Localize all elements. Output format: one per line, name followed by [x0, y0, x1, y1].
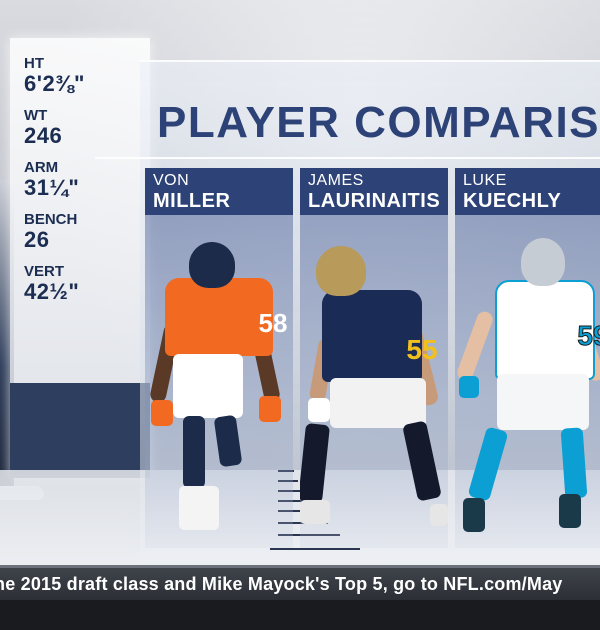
player-helmet	[316, 246, 366, 296]
player-leg	[560, 427, 588, 499]
player-pants	[330, 378, 426, 428]
player-jersey: 58	[165, 278, 287, 356]
player-name-plate: LUKE KUECHLY	[455, 168, 600, 215]
player-column-3: LUKE KUECHLY 59	[455, 168, 600, 548]
stat-panel: HT 6'2⅜" WT 246 ARM 31¼" BENCH 26 VERT 4…	[10, 38, 150, 478]
player-shoe	[300, 500, 330, 524]
player-first-name: VON	[153, 172, 190, 189]
player-shoe	[430, 504, 448, 526]
player-last-name: MILLER	[153, 190, 231, 212]
player-glove	[459, 376, 479, 398]
stat-label: WT	[24, 107, 48, 124]
bottom-bar	[0, 600, 600, 630]
player-pants	[173, 354, 243, 418]
player-helmet	[521, 238, 565, 286]
player-leg	[183, 416, 205, 488]
ticker-divider	[0, 565, 600, 568]
stat-label: VERT	[24, 263, 65, 280]
stat-label: ARM	[24, 159, 59, 176]
broadcast-stage: HT 6'2⅜" WT 246 ARM 31¼" BENCH 26 VERT 4…	[0, 0, 600, 565]
player-jersey: 59	[495, 280, 600, 380]
player-leg	[467, 426, 509, 502]
player-last-name: LAURINAITIS	[308, 190, 441, 212]
field-line	[270, 548, 360, 550]
stat-value: 246	[24, 123, 63, 148]
page-title: PLAYER COMPARIS	[157, 98, 600, 147]
player-glove	[151, 400, 173, 426]
stat-value: 31¼"	[24, 175, 80, 200]
player-shoe	[559, 494, 581, 528]
player-name-plate: JAMES LAURINAITIS	[300, 168, 448, 215]
stat-label: BENCH	[24, 211, 78, 228]
player-column-1: VON MILLER 58	[145, 168, 293, 548]
player-first-name: JAMES	[308, 172, 364, 189]
jersey-number: 55	[406, 334, 438, 365]
stat-weight: WT 246	[24, 108, 62, 148]
player-last-name: KUECHLY	[463, 190, 562, 212]
stat-arm: ARM 31¼"	[24, 160, 79, 200]
stat-panel-base	[10, 383, 150, 478]
jersey-number: 58	[258, 308, 288, 338]
player-figure-laurinaitis: 55	[300, 228, 448, 548]
player-arm	[455, 309, 495, 383]
player-shoe	[463, 498, 485, 532]
news-ticker: he 2015 draft class and Mike Mayock's To…	[0, 568, 600, 600]
player-first-name: LUKE	[463, 172, 507, 189]
player-figure-miller: 58	[145, 228, 293, 548]
stat-value: 26	[24, 227, 50, 252]
player-pants	[497, 374, 589, 430]
jersey-number: 59	[577, 320, 600, 352]
player-leg	[300, 422, 331, 504]
title-divider	[95, 157, 600, 159]
stat-value: 42½"	[24, 279, 80, 304]
stat-height: HT 6'2⅜"	[24, 56, 85, 96]
player-shoe	[179, 486, 219, 530]
player-glove	[259, 396, 281, 422]
player-column-2: JAMES LAURINAITIS 55	[300, 168, 448, 548]
player-figure-kuechly: 59	[455, 228, 600, 548]
player-glove	[308, 398, 330, 422]
player-jersey: 55	[322, 290, 438, 382]
player-helmet	[189, 242, 235, 288]
stat-bench: BENCH 26	[24, 212, 77, 252]
yard-marker	[278, 500, 310, 502]
player-leg	[213, 414, 243, 468]
ticker-text: he 2015 draft class and Mike Mayock's To…	[0, 574, 563, 594]
stat-value: 6'2⅜"	[24, 71, 85, 96]
stat-vertical: VERT 42½"	[24, 264, 79, 304]
yard-marker	[278, 510, 318, 512]
player-leg	[402, 420, 442, 502]
player-name-plate: VON MILLER	[145, 168, 293, 215]
stat-label: HT	[24, 55, 44, 72]
